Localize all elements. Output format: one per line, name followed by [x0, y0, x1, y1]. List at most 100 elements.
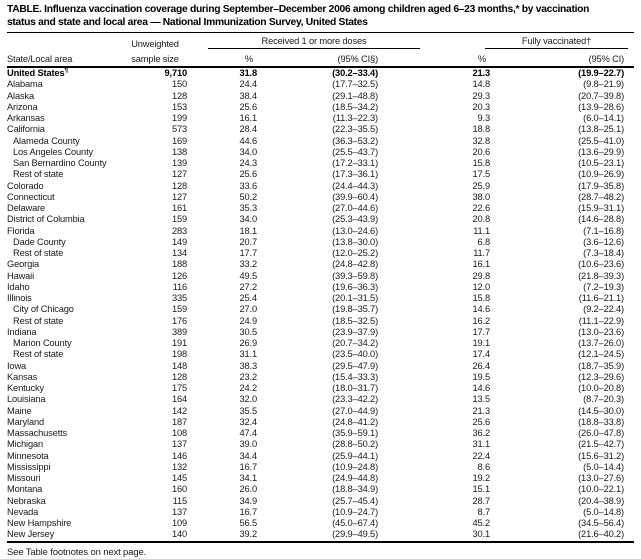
dose1-ci-cell: (25.5–43.7): [332, 146, 379, 157]
dose1-ci-cell: (29.9–49.5): [332, 529, 379, 540]
full-ci-cell: (11.1–22.9): [578, 315, 625, 326]
full-percent-cell: 15.8: [472, 293, 491, 304]
dose1-percent-cell: 33.6: [239, 180, 258, 191]
table-row: Mississippi 132 16.7 (10.9–24.8) 8.6 (5.0–14.…: [7, 462, 634, 473]
full-ci-cell: (15.6–31.2): [578, 450, 625, 461]
sample-size-cell: 198: [171, 349, 187, 360]
dose1-ci-cell: (24.9–44.8): [332, 473, 379, 484]
full-ci-cell: (21.5–42.7): [578, 439, 625, 450]
state-area-cell: Michigan: [7, 439, 44, 450]
full-percent-cell: 20.3: [472, 101, 491, 112]
dose1-percent-cell: 31.8: [239, 68, 258, 79]
sample-size-cell: 389: [171, 326, 187, 337]
dose1-ci-cell: (25.3–43.9): [332, 214, 379, 225]
state-area-cell: Dade County: [13, 236, 66, 247]
table-row: Nevada 137 16.7 (10.9–24.7) 8.7 (5.0–14.8): [7, 507, 634, 518]
state-area-cell: Rest of state: [13, 248, 64, 259]
sample-size-cell: 109: [171, 518, 187, 529]
dose1-ci-cell: (24.8–41.2): [332, 416, 379, 427]
table-row: Alabama 150 24.4 (17.7–32.5) 14.8 (9.8–21.9): [7, 79, 634, 90]
dose1-ci-cell: (17.7–32.5): [332, 79, 379, 90]
dose1-percent-cell: 35.3: [239, 203, 258, 214]
full-ci-cell: (21.6–40.2): [578, 529, 625, 540]
state-area-cell: Nebraska: [7, 495, 46, 506]
dose1-percent-cell: 25.6: [239, 101, 258, 112]
dose1-percent-cell: 30.5: [239, 326, 258, 337]
sample-size-cell: 159: [171, 304, 187, 315]
state-area-cell: Maine: [7, 405, 32, 416]
sample-size-cell: 573: [171, 124, 187, 135]
dose1-percent-cell: 56.5: [239, 518, 258, 529]
dose1-ci-cell: (22.3–35.5): [332, 124, 379, 135]
table-row: Idaho 116 27.2 (19.6–36.3) 12.0 (7.2–19.3): [7, 282, 634, 293]
state-area-cell: District of Columbia: [7, 214, 85, 225]
col-header-dose1-percent: %: [189, 49, 257, 69]
dose1-percent-cell: 38.4: [239, 90, 258, 101]
full-percent-cell: 6.8: [477, 236, 491, 247]
full-percent-cell: 28.7: [472, 495, 491, 506]
state-area-cell: Delaware: [7, 203, 46, 214]
state-area-cell: Los Angeles County: [13, 146, 93, 157]
sample-size-cell: 137: [171, 506, 187, 517]
full-ci-cell: (18.8–33.8): [578, 416, 625, 427]
header-row-groups: Unweighted Received 1 or more doses Full…: [7, 33, 634, 50]
full-percent-cell: 31.1: [472, 439, 491, 450]
sample-size-cell: 169: [171, 135, 187, 146]
full-ci-cell: (11.6–21.1): [578, 293, 625, 304]
full-ci-cell: (12.1–24.5): [578, 349, 625, 360]
full-ci-cell: (21.8–39.3): [578, 270, 625, 281]
dose1-percent-cell: 32.4: [239, 416, 258, 427]
dose1-percent-cell: 16.1: [239, 113, 258, 124]
full-percent-cell: 45.2: [472, 518, 491, 529]
dose1-percent-cell: 33.2: [239, 259, 258, 270]
state-area-cell: Arkansas: [7, 113, 45, 124]
full-percent-cell: 32.8: [472, 135, 491, 146]
dose1-percent-cell: 26.9: [239, 338, 258, 349]
full-percent-cell: 17.7: [472, 326, 491, 337]
state-area-cell: Rest of state: [13, 315, 64, 326]
full-ci-cell: (28.7–48.2): [578, 191, 625, 202]
sample-size-cell: 127: [171, 191, 187, 202]
dose1-percent-cell: 34.4: [239, 450, 258, 461]
table-row: Missouri 145 34.1 (24.9–44.8) 19.2 (13.0–27.6…: [7, 473, 634, 484]
sample-size-cell: 145: [171, 473, 187, 484]
table-row: Colorado 128 33.6 (24.4–44.3) 25.9 (17.9–35.8…: [7, 181, 634, 192]
col-header-unweighted: Unweighted: [131, 39, 179, 50]
dose1-percent-cell: 25.4: [239, 293, 258, 304]
sample-size-cell: 161: [171, 203, 187, 214]
dose1-ci-cell: (17.2–33.1): [332, 158, 379, 169]
dose1-percent-cell: 34.0: [239, 214, 258, 225]
full-ci-cell: (19.9–22.7): [578, 68, 625, 79]
sample-size-cell: 137: [171, 439, 187, 450]
dose1-ci-cell: (45.0–67.4): [332, 518, 379, 529]
table-row: Arkansas 199 16.1 (11.3–22.3) 9.3 (6.0–14.1): [7, 113, 634, 124]
dose1-ci-cell: (13.0–24.6): [332, 225, 379, 236]
table-row: Indiana 389 30.5 (23.9–37.9) 17.7 (13.0–23.6): [7, 327, 634, 338]
dose1-ci-cell: (39.9–60.4): [332, 191, 379, 202]
table-row: Rest of state 198 31.1 (23.5–40.0) 17.4 (12.1…: [7, 349, 634, 360]
table-row: Nebraska 115 34.9 (25.7–45.4) 28.7 (20.4–38.9…: [7, 496, 634, 507]
sample-size-cell: 176: [171, 315, 187, 326]
full-ci-cell: (5.0–14.8): [583, 506, 625, 517]
table-row: Michigan 137 39.0 (28.8–50.2) 31.1 (21.5–42.7…: [7, 439, 634, 450]
full-ci-cell: (13.0–23.6): [578, 326, 625, 337]
sample-size-cell: 108: [171, 428, 187, 439]
table-footnote: See Table footnotes on next page.: [7, 546, 147, 558]
state-area-cell: Rest of state: [13, 349, 64, 360]
sample-size-cell: 148: [171, 360, 187, 371]
full-percent-cell: 14.8: [472, 79, 491, 90]
table-row: Minnesota 146 34.4 (25.9–44.1) 22.4 (15.6–31.…: [7, 451, 634, 462]
table-row: New Hampshire 109 56.5 (45.0–67.4) 45.2 (34.5…: [7, 518, 634, 529]
full-percent-cell: 14.6: [472, 383, 491, 394]
state-area-cell: Alaska: [7, 90, 35, 101]
state-area-cell: City of Chicago: [13, 304, 74, 315]
full-percent-cell: 17.5: [472, 169, 491, 180]
header-row-columns: State/Local area sample size % (95% CI§)…: [7, 49, 635, 69]
sample-size-cell: 199: [171, 113, 187, 124]
table-row: City of Chicago 159 27.0 (19.8–35.7) 14.6 (9.…: [7, 304, 634, 315]
full-ci-cell: (10.5–23.1): [578, 158, 625, 169]
state-area-cell: Minnesota: [7, 450, 49, 461]
state-area-cell: Indiana: [7, 326, 37, 337]
table-row: San Bernardino County 139 24.3 (17.2–33.1) 1…: [7, 158, 634, 169]
dose1-ci-cell: (10.9–24.7): [332, 506, 379, 517]
